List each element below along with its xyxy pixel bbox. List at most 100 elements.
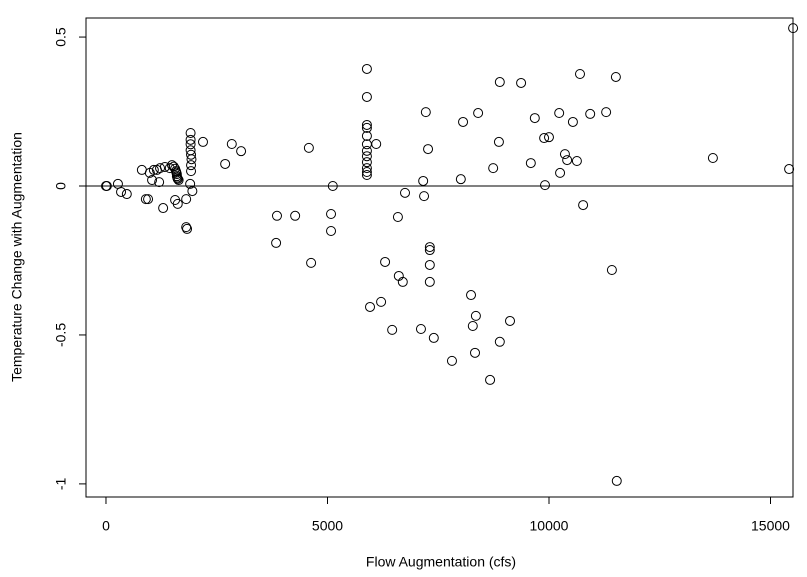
point: [493, 136, 504, 147]
y-axis-label: Temperature Change with Augmentation: [9, 132, 25, 382]
point: [415, 323, 426, 334]
x-tick-label: 5000: [312, 518, 343, 534]
point: [361, 119, 372, 130]
point: [505, 315, 516, 326]
y-tick-label: -0.5: [53, 323, 69, 347]
point: [562, 155, 573, 166]
point: [554, 108, 565, 119]
point: [424, 259, 435, 270]
point: [361, 91, 372, 102]
point: [494, 77, 505, 88]
point: [186, 154, 197, 165]
x-tick-label: 10000: [530, 518, 569, 534]
point: [155, 163, 166, 174]
point: [186, 149, 197, 160]
point: [400, 187, 411, 198]
y-tick-label: -1: [53, 477, 69, 490]
point: [365, 301, 376, 312]
point: [529, 113, 540, 124]
point: [485, 374, 496, 385]
point: [606, 265, 617, 276]
point: [271, 237, 282, 248]
point: [458, 116, 469, 127]
point: [173, 175, 184, 186]
point: [788, 23, 799, 34]
point: [290, 210, 301, 221]
point: [306, 257, 317, 268]
point: [326, 209, 337, 220]
point: [172, 173, 183, 184]
point: [559, 149, 570, 160]
point: [424, 276, 435, 287]
point: [470, 347, 481, 358]
point: [121, 189, 132, 200]
point: [361, 151, 372, 162]
point: [361, 169, 372, 180]
x-tick-label: 15000: [751, 518, 790, 534]
point: [327, 181, 338, 192]
point: [181, 222, 192, 233]
point: [707, 153, 718, 164]
point: [185, 178, 196, 189]
point: [428, 332, 439, 343]
point: [361, 157, 372, 168]
point: [567, 116, 578, 127]
point: [516, 77, 527, 88]
point: [185, 134, 196, 145]
point: [361, 163, 372, 174]
point: [488, 163, 499, 174]
point: [326, 225, 337, 236]
point: [473, 108, 484, 119]
point: [186, 166, 197, 177]
point: [424, 245, 435, 256]
point: [181, 194, 192, 205]
point: [172, 198, 183, 209]
point: [101, 181, 112, 192]
point: [376, 296, 387, 307]
point: [226, 139, 237, 150]
point: [186, 160, 197, 171]
point: [143, 194, 154, 205]
point: [185, 139, 196, 150]
point: [420, 107, 431, 118]
point: [140, 194, 151, 205]
point: [147, 175, 158, 186]
point: [539, 133, 550, 144]
point: [424, 242, 435, 253]
point: [455, 174, 466, 185]
point: [380, 256, 391, 267]
point: [419, 191, 430, 202]
point: [611, 475, 622, 486]
point: [575, 69, 586, 80]
point: [154, 177, 165, 188]
point: [387, 324, 398, 335]
point: [555, 167, 566, 178]
point: [185, 127, 196, 138]
point: [361, 122, 372, 133]
point: [187, 186, 198, 197]
y-tick-label: 0.5: [53, 27, 69, 47]
point: [446, 355, 457, 366]
point: [197, 136, 208, 147]
point: [470, 310, 481, 321]
point: [543, 132, 554, 143]
point: [467, 321, 478, 332]
point: [466, 290, 477, 301]
point: [271, 210, 282, 221]
point: [361, 130, 372, 141]
point: [158, 203, 169, 214]
point: [578, 200, 589, 211]
y-tick-label: 0: [53, 182, 69, 190]
point: [371, 139, 382, 150]
point: [423, 144, 434, 155]
point: [540, 180, 551, 191]
plot-box: [85, 17, 794, 498]
point: [361, 145, 372, 156]
point: [601, 107, 612, 118]
point: [361, 167, 372, 178]
point: [585, 108, 596, 119]
point: [525, 158, 536, 169]
point: [182, 223, 193, 234]
